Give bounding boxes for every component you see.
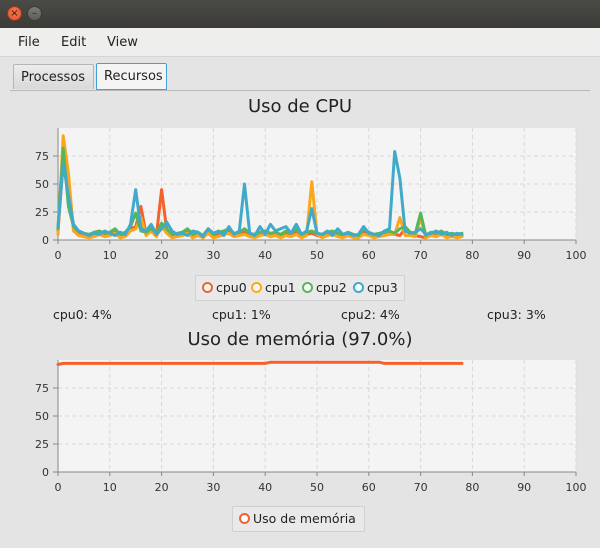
y-tick-label: 0 — [42, 466, 49, 479]
memory-legend-marker — [239, 513, 250, 524]
x-tick-label: 10 — [103, 481, 117, 494]
x-tick-label: 100 — [566, 249, 587, 262]
series-line-uso-de-mem-ria — [56, 360, 464, 366]
series-line-cpu1 — [56, 134, 464, 240]
x-tick-label: 80 — [465, 481, 479, 494]
menu-edit[interactable]: Edit — [61, 35, 87, 50]
window-close-button[interactable]: × — [7, 6, 22, 21]
plot-background — [58, 128, 576, 240]
tab-recursos[interactable]: Recursos — [96, 63, 167, 90]
series-line-cpu3 — [56, 150, 464, 239]
x-tick-label: 80 — [465, 249, 479, 262]
cpu1-legend-marker — [251, 282, 262, 293]
cpu2-legend-marker — [302, 282, 313, 293]
y-tick-label: 25 — [35, 206, 49, 219]
tab-bar: Processos Recursos — [10, 62, 590, 91]
plot-background — [58, 360, 576, 472]
y-tick-label: 0 — [42, 234, 49, 247]
x-tick-label: 60 — [362, 249, 376, 262]
memory-chart-legend: Uso de memória — [232, 506, 365, 532]
cpu2-usage-label: cpu2: 4% — [341, 307, 400, 322]
x-tick-label: 10 — [103, 249, 117, 262]
x-tick-label: 40 — [258, 249, 272, 262]
legend-label-cpu0: cpu0 — [216, 280, 247, 295]
menu-view[interactable]: View — [107, 35, 138, 50]
x-tick-label: 70 — [414, 249, 428, 262]
close-icon: × — [10, 8, 19, 19]
y-tick-label: 75 — [35, 150, 49, 163]
memory-chart-title: Uso de memória (97.0%) — [187, 329, 413, 350]
cpu3-legend-marker — [353, 282, 364, 293]
x-tick-label: 30 — [206, 481, 220, 494]
tab-processos[interactable]: Processos — [13, 64, 94, 89]
x-tick-label: 50 — [310, 481, 324, 494]
menu-file[interactable]: File — [18, 35, 40, 50]
cpu0-legend-marker — [202, 282, 213, 293]
legend-label-cpu3: cpu3 — [367, 280, 398, 295]
x-tick-label: 90 — [517, 481, 531, 494]
window-titlebar: × – — [0, 0, 600, 28]
cpu-chart-legend: cpu0 cpu1 cpu2 cpu3 — [195, 275, 405, 301]
x-tick-label: 0 — [55, 249, 62, 262]
y-tick-label: 75 — [35, 382, 49, 395]
legend-item-cpu1: cpu1 — [251, 280, 296, 295]
legend-label-cpu1: cpu1 — [265, 280, 296, 295]
series-line-cpu0 — [56, 160, 464, 240]
legend-item-cpu3: cpu3 — [353, 280, 398, 295]
x-tick-label: 40 — [258, 481, 272, 494]
cpu-chart-title: Uso de CPU — [247, 96, 353, 117]
x-tick-label: 50 — [310, 249, 324, 262]
menu-bar: File Edit View — [0, 28, 600, 57]
y-tick-label: 50 — [35, 410, 49, 423]
x-tick-label: 30 — [206, 249, 220, 262]
legend-label-memory: Uso de memória — [253, 511, 356, 526]
cpu3-usage-label: cpu3: 3% — [487, 307, 546, 322]
cpu0-usage-label: cpu0: 4% — [53, 307, 112, 322]
cpu1-usage-label: cpu1: 1% — [212, 307, 271, 322]
minimize-icon: – — [32, 8, 37, 19]
series-line-cpu2 — [56, 146, 464, 237]
y-tick-label: 50 — [35, 178, 49, 191]
legend-label-cpu2: cpu2 — [316, 280, 347, 295]
x-tick-label: 20 — [155, 249, 169, 262]
x-tick-label: 20 — [155, 481, 169, 494]
legend-item-memory: Uso de memória — [239, 511, 356, 526]
window-minimize-button[interactable]: – — [27, 6, 42, 21]
x-tick-label: 70 — [414, 481, 428, 494]
legend-item-cpu0: cpu0 — [202, 280, 247, 295]
x-tick-label: 100 — [566, 481, 587, 494]
y-tick-label: 25 — [35, 438, 49, 451]
legend-item-cpu2: cpu2 — [302, 280, 347, 295]
x-tick-label: 60 — [362, 481, 376, 494]
x-tick-label: 0 — [55, 481, 62, 494]
x-tick-label: 90 — [517, 249, 531, 262]
